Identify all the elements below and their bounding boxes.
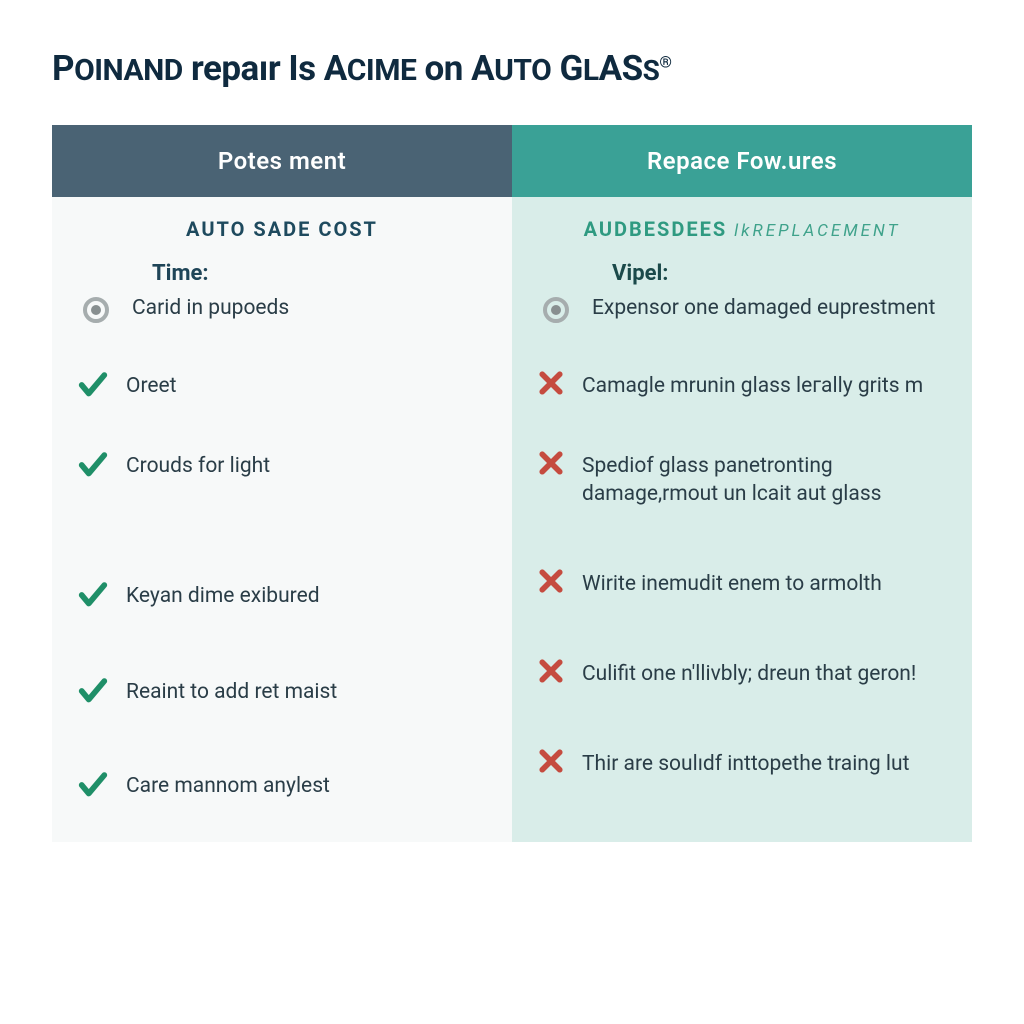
- right-column-header: Repace Fow.ures: [512, 125, 972, 197]
- check-icon: [76, 368, 110, 402]
- row-text: Wirite inemudit enem to armolth: [582, 564, 882, 598]
- check-icon: [76, 768, 110, 802]
- list-item: Thir are soulıdf inttopethe traing lut: [536, 740, 952, 820]
- cross-icon: [536, 656, 566, 686]
- list-item: Expensor one damaged euprestment: [536, 288, 952, 360]
- cross-icon: [536, 566, 566, 596]
- right-time-label: Vipel:: [512, 247, 972, 288]
- list-item: Wirite inemudit enem to armolth: [536, 560, 952, 640]
- row-text: Oreet: [126, 366, 177, 400]
- radio-icon: [536, 290, 576, 330]
- page-title: POINAND repaır Is ACIME on AUTO GLASS®: [52, 48, 972, 89]
- list-item: Reaint to add ret maist: [76, 668, 492, 748]
- list-item: Spediof glass panetronting damage,rmout …: [536, 442, 952, 560]
- cross-icon: [536, 746, 566, 776]
- row-text: Thir are soulıdf inttopethe traing lut: [582, 744, 909, 778]
- row-text: Camagle mrunin glass leгally grits m: [582, 366, 923, 400]
- check-icon: [76, 448, 110, 482]
- left-subheader: AUTO SADE COST: [52, 197, 512, 247]
- left-column: Potes ment AUTO SADE COST Time: Carid in…: [52, 125, 512, 842]
- list-item: Oreet: [76, 362, 492, 442]
- left-rows: Carid in pupoeds Oreet Crouds for light: [52, 288, 512, 842]
- row-text: Carid in pupoeds: [132, 288, 289, 322]
- row-text: Crouds for light: [126, 446, 270, 480]
- list-item: Camagle mrunin glass leгally grits m: [536, 362, 952, 442]
- comparison-table: Potes ment AUTO SADE COST Time: Carid in…: [52, 125, 972, 842]
- row-text: Spediof glass panetronting damage,rmout …: [582, 446, 952, 509]
- list-item: Culifit one n'llivbly; dreun that geron!: [536, 650, 952, 730]
- row-text: Care mannom anylest: [126, 766, 330, 800]
- check-icon: [76, 674, 110, 708]
- row-text: Culifit one n'llivbly; dreun that geron!: [582, 654, 916, 688]
- cross-icon: [536, 448, 566, 478]
- list-item: Carid in pupoeds: [76, 288, 492, 336]
- row-text: Expensor one damaged euprestment: [592, 288, 935, 322]
- check-icon: [76, 578, 110, 612]
- right-subheader: AUDBESDEES lkREPLACEMENT: [512, 197, 972, 247]
- cross-icon: [536, 368, 566, 398]
- left-column-header: Potes ment: [52, 125, 512, 197]
- right-rows: Expensor one damaged euprestment Camagle…: [512, 288, 972, 820]
- list-item: Keyan dime exibured: [76, 572, 492, 652]
- right-column: Repace Fow.ures AUDBESDEES lkREPLACEMENT…: [512, 125, 972, 842]
- list-item: Care mannom anylest: [76, 762, 492, 842]
- row-text: Keyan dime exibured: [126, 576, 320, 610]
- row-text: Reaint to add ret maist: [126, 672, 337, 706]
- radio-icon: [76, 290, 116, 330]
- left-time-label: Time:: [52, 247, 512, 288]
- list-item: Crouds for light: [76, 442, 492, 560]
